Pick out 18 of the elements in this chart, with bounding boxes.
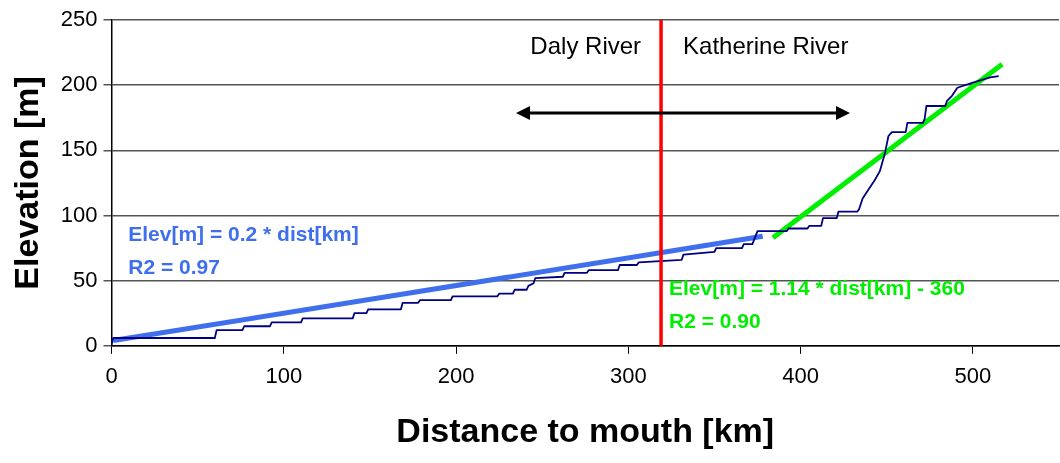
y-tick-label: 100 bbox=[60, 201, 98, 227]
series-label: Elev[m] = 0.2 * dist[km] R2 = 0.97 bbox=[128, 222, 359, 279]
y-tick-label: 250 bbox=[60, 6, 98, 32]
x-tick-label: 100 bbox=[265, 363, 303, 389]
x-tick-label: 0 bbox=[105, 363, 118, 389]
y-tick-label: 200 bbox=[60, 71, 98, 97]
x-axis-title: Distance to mouth [km] bbox=[396, 410, 775, 449]
x-tick-label: 500 bbox=[954, 363, 992, 389]
y-tick-label: 150 bbox=[60, 136, 98, 162]
x-tick-label: 300 bbox=[609, 363, 647, 389]
x-tick-label: 400 bbox=[782, 363, 819, 389]
y-tick-label: 50 bbox=[73, 266, 98, 292]
annotation: Daly River bbox=[530, 31, 642, 59]
x-tick-label: 200 bbox=[437, 363, 475, 389]
annotation: Katherine River bbox=[683, 31, 849, 59]
text: Elev[m] = 1.14 * dist[km] - 360 R2 = 0.90 bbox=[669, 276, 965, 333]
y-tick-label: 0 bbox=[85, 331, 98, 357]
y-axis-title: Elevation [m] bbox=[6, 76, 45, 290]
